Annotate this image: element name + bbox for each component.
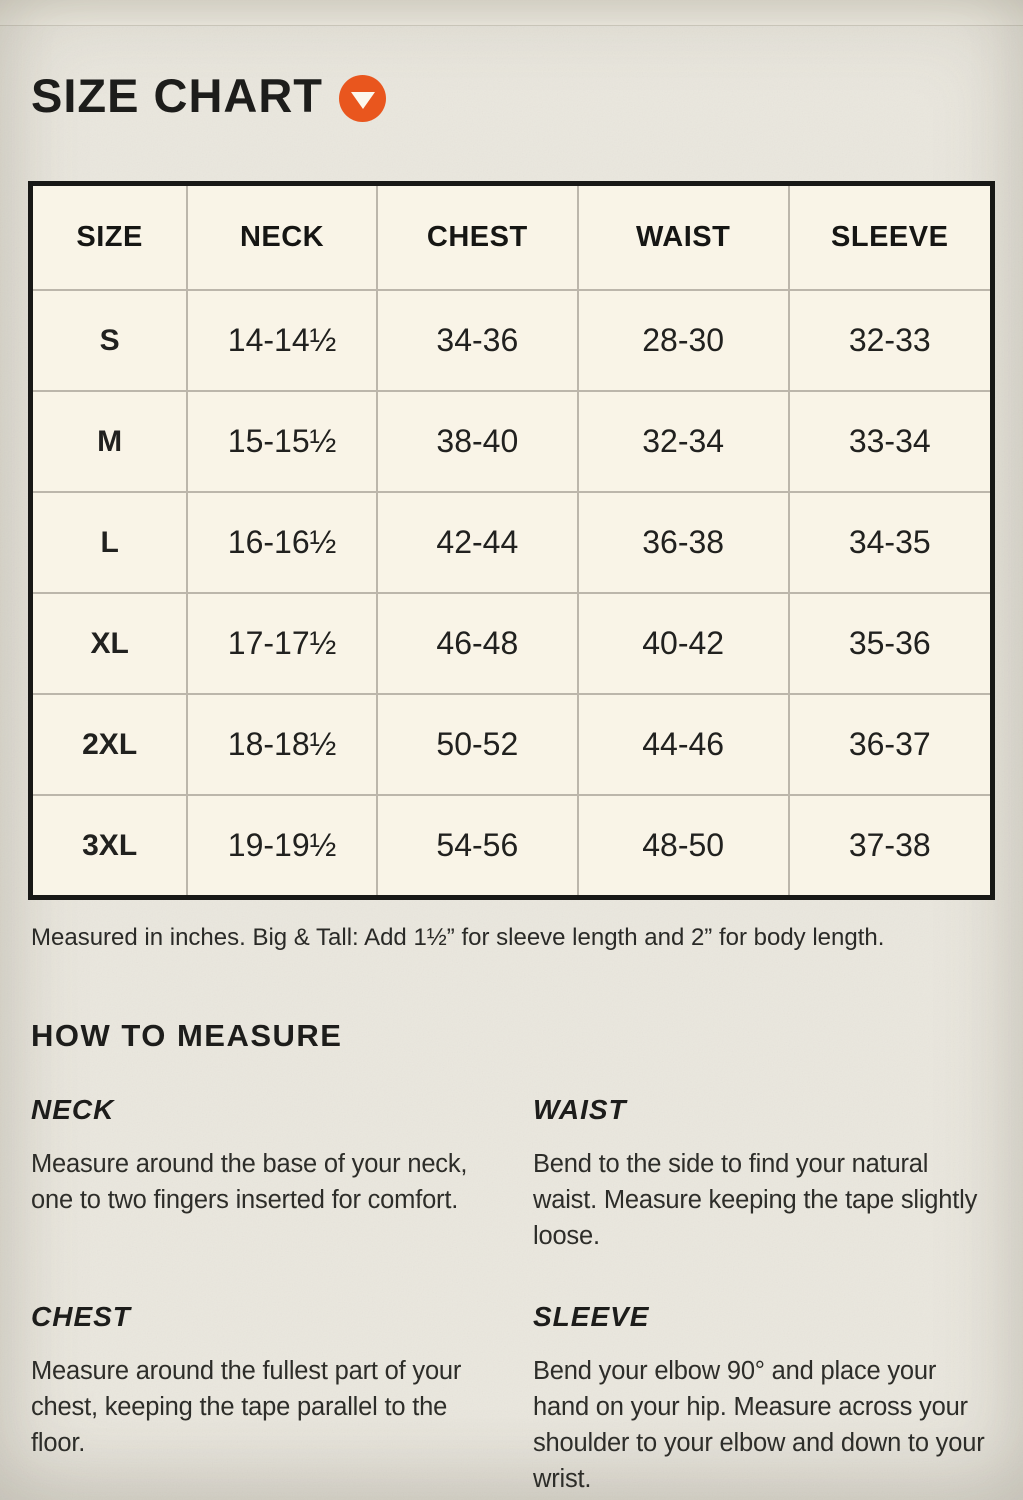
measurement-cell: 40-42: [576, 592, 790, 695]
measurement-cell: 37-38: [787, 794, 994, 899]
measurement-cell: 44-46: [576, 693, 790, 796]
table-row: XL 17-17½ 46-48 40-42 35-36: [29, 592, 994, 695]
measurement-cell: 38-40: [375, 390, 579, 493]
measurement-cell: 54-56: [375, 794, 579, 899]
table-row: S 14-14½ 34-36 28-30 32-33: [29, 289, 994, 392]
size-cell: L: [29, 491, 189, 594]
measure-section-label: NECK: [31, 1094, 115, 1125]
table-header-row: SIZE NECK CHEST WAIST SLEEVE: [29, 182, 994, 291]
measurement-cell: 42-44: [375, 491, 579, 594]
measure-section-label: WAIST: [533, 1094, 627, 1125]
size-cell: XL: [29, 592, 189, 695]
page-title: SIZE CHART: [31, 69, 323, 122]
measurement-cell: 36-37: [787, 693, 994, 796]
measurement-cell: 14-14½: [186, 289, 378, 392]
measure-section-waist: WAIST Bend to the side to find your natur…: [533, 1094, 996, 1255]
measure-section-neck: NECK Measure around the base of your neck…: [31, 1094, 483, 1255]
measure-section-text: Bend your elbow 90° and place your hand …: [533, 1356, 985, 1494]
column-header-neck: NECK: [186, 182, 378, 291]
how-to-measure-heading: HOW TO MEASURE: [31, 1018, 343, 1053]
measurement-cell: 32-34: [576, 390, 790, 493]
table-row: L 16-16½ 42-44 36-38 34-35: [29, 491, 994, 594]
measurement-cell: 36-38: [576, 491, 790, 594]
table-body: S 14-14½ 34-36 28-30 32-33 M 15-15½ 38-40 32-34 3…: [29, 289, 994, 899]
measurement-cell: 15-15½: [186, 390, 378, 493]
column-header-size: SIZE: [29, 182, 189, 291]
table-row: M 15-15½ 38-40 32-34 33-34: [29, 390, 994, 493]
measurement-cell: 18-18½: [186, 693, 378, 796]
size-cell: 3XL: [29, 794, 189, 899]
how-to-measure-sections: NECK Measure around the base of your neck…: [31, 1094, 995, 1497]
column-header-sleeve: SLEEVE: [787, 182, 994, 291]
table-row: 3XL 19-19½ 54-56 48-50 37-38: [29, 794, 994, 899]
measurement-cell: 50-52: [375, 693, 579, 796]
size-cell: M: [29, 390, 189, 493]
measurement-cell: 28-30: [576, 289, 790, 392]
column-header-chest: CHEST: [375, 182, 579, 291]
measurement-cell: 32-33: [787, 289, 994, 392]
measurement-cell: 35-36: [787, 592, 994, 695]
measure-section-chest: CHEST Measure around the fullest part of …: [31, 1301, 483, 1498]
measure-section-sleeve: SLEEVE Bend your elbow 90° and place your…: [533, 1301, 996, 1498]
measurement-cell: 17-17½: [186, 592, 378, 695]
measurement-cell: 46-48: [375, 592, 579, 695]
measure-section-text: Measure around the fullest part of your …: [31, 1356, 462, 1458]
measurement-cell: 16-16½: [186, 491, 378, 594]
measurement-cell: 19-19½: [186, 794, 378, 899]
size-cell: 2XL: [29, 693, 189, 796]
measure-section-label: SLEEVE: [533, 1300, 650, 1332]
size-table: SIZE NECK CHEST WAIST SLEEVE S 14-14½ 34-36 28-…: [28, 181, 995, 900]
measurement-cell: 48-50: [576, 794, 790, 899]
measure-section-label: CHEST: [31, 1300, 131, 1332]
size-cell: S: [29, 289, 189, 392]
measure-section-text: Bend to the side to find your natural wa…: [533, 1150, 978, 1251]
expand-toggle-button[interactable]: [339, 74, 386, 122]
chevron-down-icon: [350, 92, 375, 109]
table-row: 2XL 18-18½ 50-52 44-46 36-37: [29, 693, 994, 796]
measure-section-text: Measure around the base of your neck, on…: [31, 1150, 468, 1215]
measurement-cell: 33-34: [787, 390, 994, 493]
column-header-waist: WAIST: [576, 182, 790, 291]
measurement-cell: 34-35: [787, 491, 994, 594]
measurement-cell: 34-36: [375, 289, 579, 392]
measurement-note: Measured in inches. Big & Tall: Add 1½” …: [31, 924, 885, 951]
title-row: SIZE CHART: [31, 0, 995, 123]
